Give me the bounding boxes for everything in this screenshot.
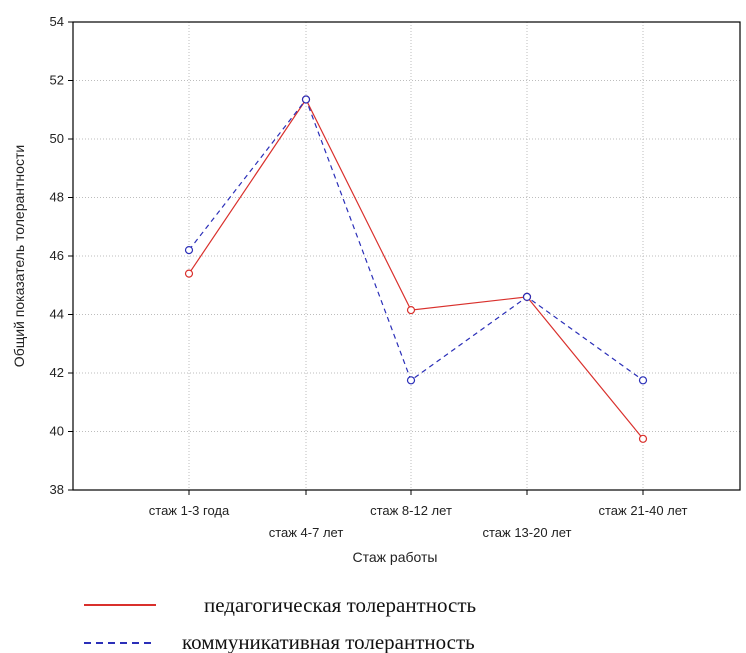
legend-label-pedagogical: педагогическая толерантность — [204, 593, 476, 617]
legend: педагогическая толерантность коммуникати… — [84, 593, 476, 653]
x-tick-label: стаж 4-7 лет — [269, 525, 344, 540]
data-point — [406, 306, 416, 315]
x-tick-label: стаж 13-20 лет — [482, 525, 571, 540]
series-line — [188, 98, 644, 440]
legend-label-communicative: коммуникативная толерантность — [182, 630, 475, 653]
x-tick-label: стаж 8-12 лет — [370, 503, 452, 518]
y-axis-title: Общий показатель толерантности — [11, 145, 27, 367]
y-axis-ticks: 38 40 42 44 46 48 50 52 54 — [50, 14, 73, 497]
y-tick-label: 54 — [50, 14, 64, 29]
y-tick-label: 48 — [50, 190, 64, 205]
data-point — [184, 269, 194, 278]
x-axis-ticks: стаж 1-3 года стаж 4-7 лет стаж 8-12 лет ст… — [149, 490, 688, 540]
data-point — [638, 434, 648, 443]
x-axis-title: Стаж работы — [353, 549, 438, 565]
series-line — [188, 98, 644, 382]
grid-lines — [73, 22, 740, 490]
data-point — [638, 376, 648, 385]
y-tick-label: 50 — [50, 131, 64, 146]
series-group — [184, 95, 648, 443]
data-point — [522, 292, 532, 301]
y-tick-label: 42 — [50, 365, 64, 380]
y-tick-label: 46 — [50, 248, 64, 263]
x-tick-label: стаж 1-3 года — [149, 503, 230, 518]
data-point — [184, 246, 194, 255]
y-tick-label: 38 — [50, 482, 64, 497]
y-tick-label: 52 — [50, 73, 64, 88]
y-tick-label: 44 — [50, 307, 64, 322]
y-tick-label: 40 — [50, 424, 64, 439]
x-tick-label: стаж 21-40 лет — [598, 503, 687, 518]
data-point — [406, 376, 416, 385]
data-point — [301, 95, 311, 104]
